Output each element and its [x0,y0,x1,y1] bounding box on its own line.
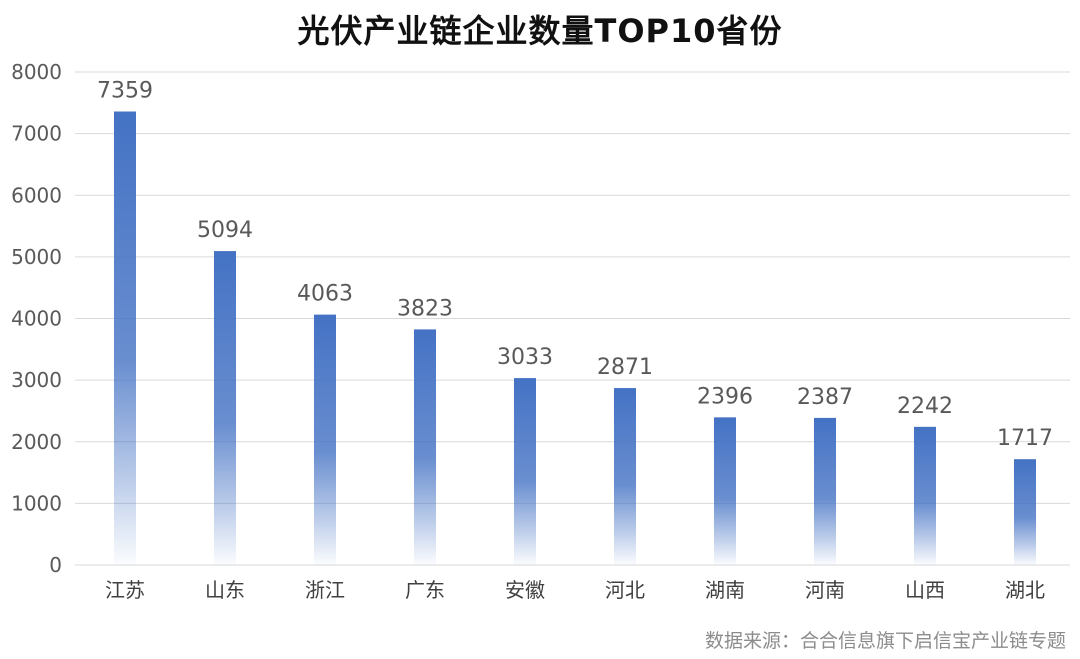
bar [814,417,836,565]
data-label: 3033 [497,345,553,370]
x-tick-label: 浙江 [305,578,345,602]
x-tick-label: 安徽 [505,578,545,602]
x-tick-label: 广东 [405,578,445,602]
data-label: 4063 [297,282,353,307]
bar [314,314,336,565]
x-tick-label: 河北 [605,578,645,602]
y-tick-label: 3000 [11,368,62,392]
data-label: 5094 [197,218,253,243]
y-tick-label: 2000 [11,430,62,454]
bar [914,426,936,565]
y-tick-label: 8000 [11,60,62,84]
data-label: 7359 [97,79,153,104]
bar [714,417,736,565]
x-tick-label: 湖北 [1005,578,1045,602]
y-tick-label: 0 [49,553,62,577]
bar [514,378,536,565]
chart-title: 光伏产业链企业数量TOP10省份 [297,12,783,50]
y-tick-label: 7000 [11,122,62,146]
x-tick-label: 湖南 [705,578,745,602]
y-tick-label: 6000 [11,183,62,207]
x-tick-label: 河南 [805,578,845,602]
data-label: 2396 [697,384,753,409]
bar [114,111,136,566]
bar [214,251,236,565]
y-tick-label: 4000 [11,307,62,331]
data-label: 2387 [797,385,853,410]
data-label: 2242 [897,394,953,419]
x-tick-label: 江苏 [105,578,145,602]
bar [1014,459,1036,565]
x-tick-label: 山东 [205,578,245,602]
data-label: 1717 [997,426,1053,451]
bar [614,388,636,565]
data-label: 3823 [397,296,453,321]
bar [414,329,436,565]
x-tick-label: 山西 [905,578,945,602]
y-tick-label: 1000 [11,491,62,515]
data-label: 2871 [597,355,653,380]
y-tick-label: 5000 [11,245,62,269]
source-note: 数据来源：合合信息旗下启信宝产业链专题 [704,630,1066,652]
